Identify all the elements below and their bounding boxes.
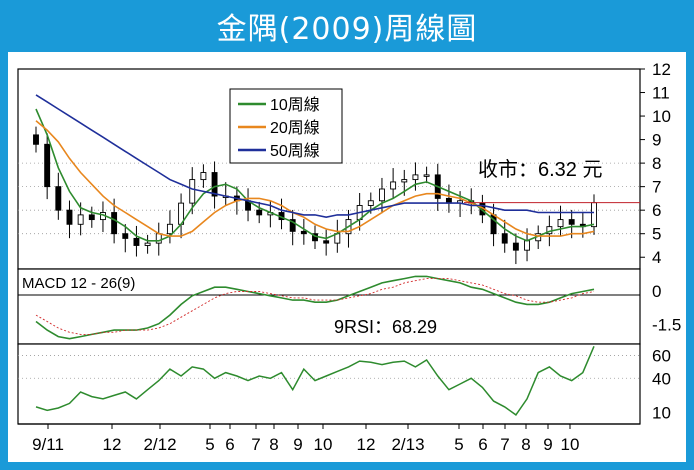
x-tick-label: 9/11 [32, 435, 64, 454]
x-tick-label: 8 [269, 435, 278, 454]
chart-panel: 4 5 6 7 8 9 10 11 12 10周線 20周線 50周線 收市：6.32 元 0-… [8, 52, 686, 462]
legend-label-10: 10周線 [270, 96, 320, 114]
candle-body [111, 212, 118, 235]
rsi-y-ticks: 60 40 10 [652, 346, 671, 422]
candle-body [501, 233, 508, 244]
rsi-tick-label: 40 [652, 369, 671, 388]
candle-body [289, 219, 296, 232]
candle-body [122, 233, 129, 239]
price-tick-label: 6 [652, 201, 661, 220]
candle-body [512, 242, 519, 251]
candle-body [55, 186, 62, 211]
price-tick-label: 10 [652, 107, 671, 126]
candle-body [77, 214, 84, 225]
x-tick-label: 10 [561, 435, 580, 454]
ma-line-20 [35, 120, 595, 237]
candle-body [300, 230, 307, 235]
price-panel: 4 5 6 7 8 9 10 11 12 10周線 20周線 50周線 收市：6.32 元 [17, 60, 671, 270]
x-tick-label: 9 [543, 435, 552, 454]
x-tick-label: 2/13 [391, 435, 424, 454]
legend-label-50: 50周線 [270, 142, 320, 160]
macd-series-signal [35, 278, 595, 335]
rsi-panel: 60 40 10 9RSI：68.29 [17, 317, 671, 425]
candle-body [200, 172, 207, 181]
chart-title: 金隅(2009)周線圖 [216, 12, 478, 47]
candle-body [211, 172, 218, 197]
x-tick-label: 2/12 [143, 435, 176, 454]
candle-body [256, 209, 263, 216]
candle-body [33, 134, 39, 145]
legend: 10周線 20周線 50周線 [229, 88, 343, 164]
macd-y-ticks: 0 -1.5 [652, 282, 681, 335]
price-tick-label: 7 [652, 178, 661, 197]
candle-body [401, 179, 408, 183]
macd-label: MACD 12 - 26(9) [22, 275, 135, 292]
candle-body [524, 240, 530, 251]
x-tick-label: 10 [314, 435, 333, 454]
candle-body [591, 202, 597, 228]
rsi-line [35, 346, 595, 416]
candle-body [390, 181, 397, 190]
x-tick-label: 12 [103, 435, 122, 454]
x-tick-label: 5 [205, 435, 214, 454]
price-tick-label: 5 [652, 225, 661, 244]
candle-body [44, 143, 51, 188]
rsi-label: 9RSI：68.29 [334, 317, 437, 337]
candle-body [412, 174, 419, 181]
candle-body [557, 219, 564, 228]
rsi-tick-label: 10 [652, 404, 671, 423]
x-tick-label: 5 [454, 435, 463, 454]
x-tick-label: 9 [293, 435, 302, 454]
candle-body [155, 233, 162, 244]
candle-body [66, 209, 73, 225]
candle-body [144, 242, 151, 246]
candle-body [323, 240, 330, 244]
candle-body [133, 237, 140, 246]
title-bar: 金隅(2009)周線圖 [0, 0, 694, 52]
legend-label-20: 20周線 [270, 119, 320, 137]
ma-line-10 [35, 108, 595, 242]
rsi-panel-frame [17, 343, 641, 425]
close-annotation: 收市：6.32 元 [478, 158, 602, 181]
x-tick-label: 6 [478, 435, 487, 454]
candle-body [367, 200, 374, 206]
rsi-tick-label: 60 [652, 346, 671, 365]
macd-panel-frame [17, 268, 641, 345]
moving-average-lines [35, 94, 595, 242]
candle-body [568, 219, 575, 225]
price-tick-label: 11 [652, 84, 670, 103]
candle-body [189, 179, 196, 204]
price-y-ticks: 4 5 6 7 8 9 10 11 12 [640, 60, 671, 267]
candle-body [379, 188, 385, 202]
candle-body [166, 223, 173, 235]
candle-body [88, 214, 95, 221]
x-tick-label: 8 [521, 435, 530, 454]
price-tick-label: 12 [652, 60, 671, 79]
ma-line-50 [35, 94, 594, 219]
x-tick-label: 12 [357, 435, 376, 454]
price-tick-label: 4 [652, 248, 661, 267]
macd-tick-label: 0 [652, 282, 661, 301]
macd-lines [35, 275, 595, 340]
macd-tick-label: -1.5 [652, 316, 681, 335]
price-tick-label: 8 [652, 154, 661, 173]
x-axis: 9/11 12 2/12 5 6 7 8 9 10 12 2/13 5 6 7 8 9 10 [18, 423, 640, 454]
price-tick-label: 9 [652, 131, 661, 150]
rsi-series-9RSI [35, 346, 595, 416]
x-tick-label: 7 [500, 435, 509, 454]
macd-panel: 0 -1.5 MACD 12 - 26(9) [17, 268, 681, 345]
candle-body [423, 174, 430, 177]
x-tick-label: 7 [251, 435, 260, 454]
x-tick-label: 6 [225, 435, 234, 454]
